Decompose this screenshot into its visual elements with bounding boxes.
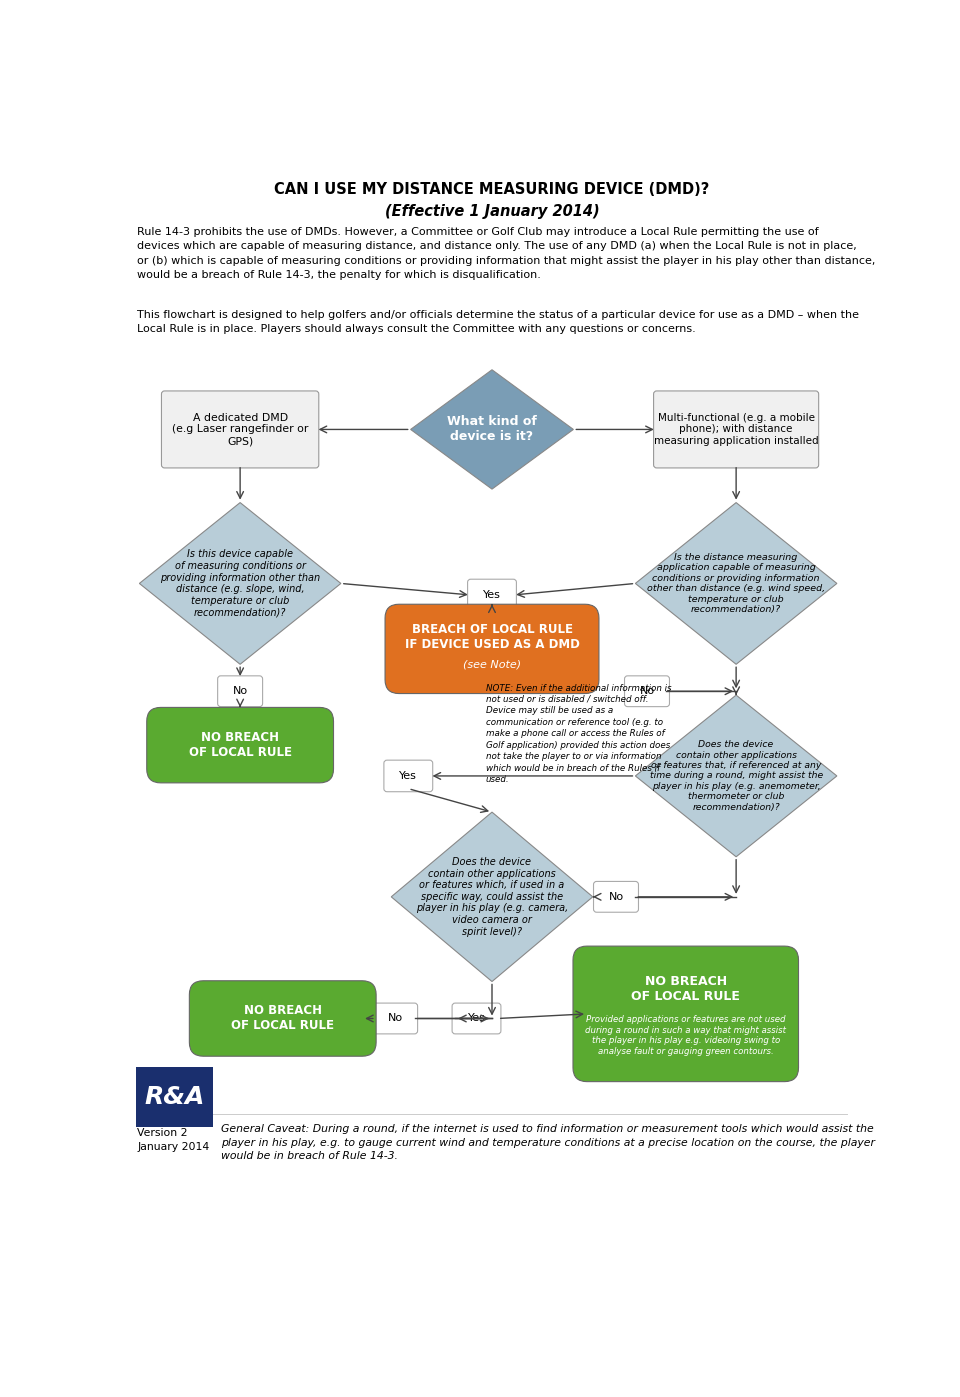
- FancyBboxPatch shape: [654, 391, 819, 468]
- Text: This flowchart is designed to help golfers and/or officials determine the status: This flowchart is designed to help golfe…: [137, 310, 859, 334]
- Text: No: No: [388, 1013, 402, 1024]
- Polygon shape: [636, 696, 837, 856]
- Text: NO BREACH
OF LOCAL RULE: NO BREACH OF LOCAL RULE: [188, 731, 292, 759]
- Text: NOTE: Even if the additional information is
not used or is disabled / switched o: NOTE: Even if the additional information…: [486, 683, 671, 784]
- FancyBboxPatch shape: [385, 605, 599, 693]
- FancyBboxPatch shape: [161, 391, 319, 468]
- Text: No: No: [232, 686, 248, 696]
- Text: Multi-functional (e.g. a mobile
phone); with distance
measuring application inst: Multi-functional (e.g. a mobile phone); …: [654, 414, 819, 446]
- Text: NO BREACH
OF LOCAL RULE: NO BREACH OF LOCAL RULE: [231, 1004, 334, 1032]
- Text: Yes: Yes: [468, 1013, 486, 1024]
- FancyBboxPatch shape: [135, 1067, 213, 1127]
- Text: Yes: Yes: [399, 771, 418, 781]
- FancyBboxPatch shape: [384, 760, 433, 792]
- Polygon shape: [411, 370, 573, 489]
- FancyBboxPatch shape: [147, 707, 333, 782]
- FancyBboxPatch shape: [593, 882, 638, 912]
- Text: Version 2
January 2014: Version 2 January 2014: [137, 1127, 209, 1153]
- Text: Is the distance measuring
application capable of measuring
conditions or providi: Is the distance measuring application ca…: [647, 553, 826, 613]
- Text: No: No: [609, 891, 624, 902]
- Text: BREACH OF LOCAL RULE
IF DEVICE USED AS A DMD: BREACH OF LOCAL RULE IF DEVICE USED AS A…: [404, 623, 580, 651]
- Text: No: No: [639, 686, 655, 696]
- Text: R&A: R&A: [144, 1085, 204, 1109]
- Text: Provided applications or features are not used
during a round in such a way that: Provided applications or features are no…: [586, 1016, 786, 1056]
- FancyBboxPatch shape: [573, 946, 799, 1081]
- Text: Rule 14-3 prohibits the use of DMDs. However, a Committee or Golf Club may intro: Rule 14-3 prohibits the use of DMDs. How…: [137, 226, 876, 281]
- Text: Does the device
contain other applications
or features that, if referenced at an: Does the device contain other applicatio…: [650, 740, 823, 812]
- Text: CAN I USE MY DISTANCE MEASURING DEVICE (DMD)?: CAN I USE MY DISTANCE MEASURING DEVICE (…: [275, 183, 709, 197]
- Text: Does the device
contain other applications
or features which, if used in a
speci: Does the device contain other applicatio…: [416, 856, 568, 936]
- Polygon shape: [139, 503, 341, 665]
- FancyBboxPatch shape: [625, 676, 669, 707]
- FancyBboxPatch shape: [468, 580, 516, 610]
- Polygon shape: [392, 812, 592, 982]
- FancyBboxPatch shape: [218, 676, 263, 707]
- Text: General Caveat: During a round, if the internet is used to find information or m: General Caveat: During a round, if the i…: [221, 1125, 875, 1161]
- FancyBboxPatch shape: [189, 981, 376, 1056]
- FancyBboxPatch shape: [372, 1003, 418, 1034]
- Text: What kind of
device is it?: What kind of device is it?: [447, 415, 537, 443]
- FancyBboxPatch shape: [452, 1003, 501, 1034]
- Text: NO BREACH
OF LOCAL RULE: NO BREACH OF LOCAL RULE: [632, 975, 740, 1003]
- Text: Yes: Yes: [483, 590, 501, 599]
- Polygon shape: [636, 503, 837, 665]
- Text: Is this device capable
of measuring conditions or
providing information other th: Is this device capable of measuring cond…: [160, 549, 321, 617]
- Text: (see Note): (see Note): [463, 659, 521, 669]
- Text: A dedicated DMD
(e.g Laser rangefinder or
GPS): A dedicated DMD (e.g Laser rangefinder o…: [172, 414, 308, 446]
- Text: (Effective 1 January 2014): (Effective 1 January 2014): [385, 204, 599, 219]
